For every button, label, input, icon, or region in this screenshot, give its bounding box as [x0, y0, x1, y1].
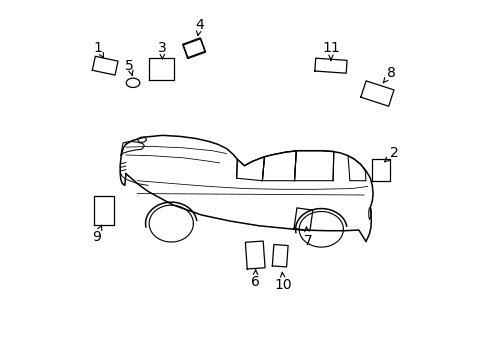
Text: 3: 3 [158, 41, 166, 55]
Text: 11: 11 [322, 41, 339, 55]
Text: 2: 2 [389, 146, 398, 160]
Text: 6: 6 [250, 275, 259, 289]
Text: 7: 7 [303, 234, 312, 248]
Text: 8: 8 [386, 66, 395, 80]
Text: 10: 10 [274, 278, 291, 292]
Text: 9: 9 [92, 230, 101, 244]
Text: 4: 4 [195, 18, 204, 32]
Text: 1: 1 [93, 41, 102, 55]
Text: 5: 5 [125, 59, 134, 73]
